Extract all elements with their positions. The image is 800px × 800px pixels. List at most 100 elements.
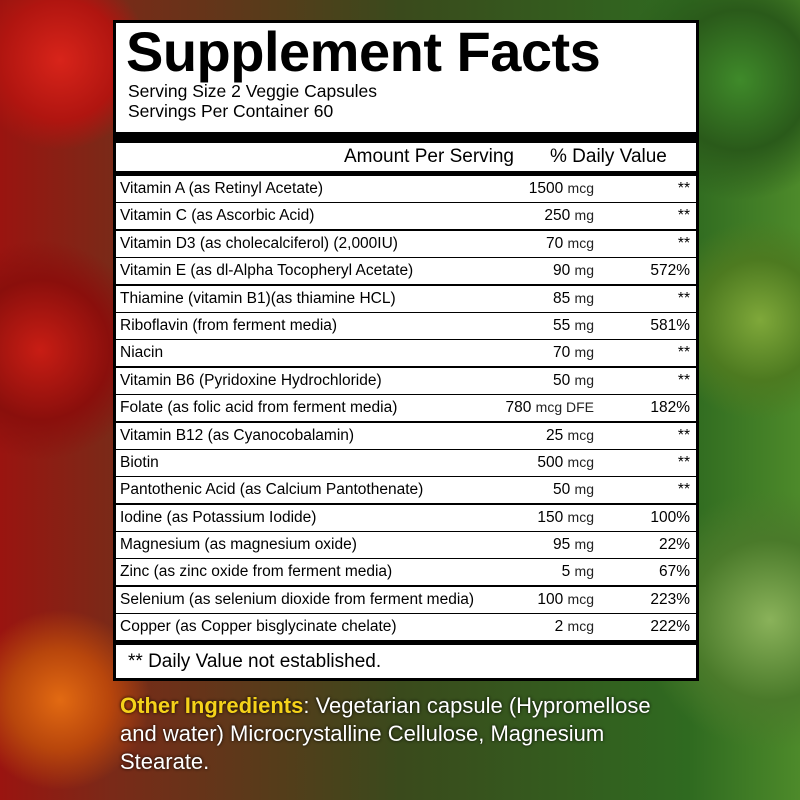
amount-unit: mg <box>574 262 594 279</box>
nutrient-table: Amount Per Serving % Daily Value Vitamin… <box>113 135 699 679</box>
supplement-facts-panel: Supplement Facts Serving Size 2 Veggie C… <box>113 20 699 682</box>
amount-unit: mcg <box>567 590 594 607</box>
table-header: Amount Per Serving % Daily Value <box>116 143 696 171</box>
daily-value: 572% <box>650 262 690 280</box>
amount-qty: 95 <box>552 536 571 554</box>
table-row: Vitamin A (as Retinyl Acetate) 1500 mcg ** <box>116 176 696 202</box>
nutrient-amount: 70 mg <box>486 344 636 362</box>
nutrient-amount: 90 mg <box>486 262 636 280</box>
amount-qty: 50 <box>552 481 571 499</box>
table-row: Vitamin D3 (as cholecalciferol) (2,000IU… <box>116 230 696 257</box>
amount-unit: mg <box>574 536 594 553</box>
nutrient-name: Iodine (as Potassium Iodide) <box>120 508 317 526</box>
amount-qty: 2 <box>554 618 564 636</box>
other-ingredients-text: : Vegetarian capsule (Hypromellose and w… <box>120 693 651 774</box>
nutrient-amount: 5 mg <box>486 563 636 581</box>
table-row: Pantothenic Acid (as Calcium Pantothenat… <box>116 477 696 504</box>
table-row: Vitamin B12 (as Cyanocobalamin) 25 mcg ** <box>116 422 696 449</box>
table-row: Thiamine (vitamin B1)(as thiamine HCL) 85… <box>116 285 696 312</box>
amount-qty: 150 <box>537 508 564 526</box>
nutrient-name: Vitamin E (as dl-Alpha Tocopheryl Acetat… <box>120 262 414 280</box>
nutrient-name: Vitamin D3 (as cholecalciferol) (2,000IU… <box>120 234 398 252</box>
daily-value-header: % Daily Value <box>550 146 667 167</box>
daily-value: ** <box>677 234 690 252</box>
amount-unit: mcg <box>567 426 594 443</box>
daily-value: ** <box>677 180 690 197</box>
daily-value: ** <box>677 426 690 444</box>
table-row: Selenium (as selenium dioxide from ferme… <box>116 586 696 613</box>
amount-qty: 780 <box>505 399 532 417</box>
nutrient-name: Zinc (as zinc oxide from ferment media) <box>120 563 393 581</box>
nutrient-name: Copper (as Copper bisglycinate chelate) <box>120 618 397 636</box>
amount-qty: 100 <box>537 590 564 608</box>
nutrient-amount: 1500 mcg <box>486 180 636 198</box>
daily-value: 222% <box>650 618 690 636</box>
footnote: ** Daily Value not established. <box>116 645 696 679</box>
table-row: Vitamin B6 (Pyridoxine Hydrochloride) 50 … <box>116 367 696 394</box>
nutrient-name: Biotin <box>120 453 159 471</box>
daily-value: 223% <box>650 590 690 608</box>
table-row: Niacin 70 mg ** <box>116 340 696 367</box>
nutrient-amount: 780 mcg DFE <box>486 399 636 417</box>
daily-value: 100% <box>650 508 690 526</box>
nutrient-amount: 85 mg <box>486 290 636 308</box>
amount-unit: mg <box>574 481 594 498</box>
amount-unit: mg <box>574 207 594 224</box>
amount-unit: mg <box>574 344 594 361</box>
table-row: Iodine (as Potassium Iodide) 150 mcg 100% <box>116 504 696 531</box>
table-row: Vitamin C (as Ascorbic Acid) 250 mg ** <box>116 203 696 230</box>
daily-value: 581% <box>650 316 690 334</box>
amount-qty: 90 <box>552 262 571 280</box>
table-row: Copper (as Copper bisglycinate chelate) 2… <box>116 614 696 641</box>
amount-qty: 85 <box>552 289 571 307</box>
table-row: Biotin 500 mcg ** <box>116 449 696 476</box>
amount-header: Amount Per Serving <box>343 146 514 167</box>
daily-value: ** <box>677 344 690 362</box>
nutrient-amount: 50 mg <box>486 481 636 499</box>
nutrient-name: Vitamin B12 (as Cyanocobalamin) <box>120 426 355 444</box>
nutrient-name: Pantothenic Acid (as Calcium Pantothenat… <box>120 481 424 499</box>
daily-value: ** <box>677 289 690 307</box>
nutrient-name: Riboflavin (from ferment media) <box>120 316 338 334</box>
daily-value: 67% <box>658 563 690 581</box>
amount-qty: 1500 <box>528 180 564 197</box>
other-ingredients: Other Ingredients: Vegetarian capsule (H… <box>120 692 660 776</box>
amount-unit: mg <box>574 371 594 388</box>
page-title: Supplement Facts <box>126 20 601 83</box>
daily-value: 22% <box>658 536 690 554</box>
nutrient-amount: 55 mg <box>486 317 636 335</box>
nutrient-name: Folate (as folic acid from ferment media… <box>120 399 398 417</box>
nutrient-name: Magnesium (as magnesium oxide) <box>120 536 357 554</box>
amount-unit: mcg <box>567 618 594 635</box>
nutrient-amount: 2 mcg <box>486 618 636 636</box>
table-row: Zinc (as zinc oxide from ferment media) 5… <box>116 559 696 586</box>
nutrient-amount: 500 mcg <box>486 454 636 472</box>
amount-qty: 55 <box>552 316 571 334</box>
other-ingredients-label: Other Ingredients <box>120 693 304 718</box>
amount-unit: mcg DFE <box>535 399 594 416</box>
title-box: Supplement Facts Serving Size 2 Veggie C… <box>113 20 699 135</box>
nutrient-name: Vitamin B6 (Pyridoxine Hydrochloride) <box>120 371 382 389</box>
daily-value: ** <box>677 207 690 225</box>
nutrient-amount: 70 mcg <box>486 235 636 253</box>
nutrient-name: Niacin <box>120 344 164 362</box>
serving-size: Serving Size 2 Veggie Capsules <box>128 81 378 101</box>
nutrient-name: Selenium (as selenium dioxide from ferme… <box>120 590 475 608</box>
daily-value: ** <box>677 371 690 389</box>
daily-value: ** <box>677 481 690 499</box>
amount-unit: mg <box>574 563 594 580</box>
daily-value: 182% <box>650 399 690 417</box>
table-row: Vitamin E (as dl-Alpha Tocopheryl Acetat… <box>116 258 696 285</box>
table-row: Magnesium (as magnesium oxide) 95 mg 22% <box>116 532 696 559</box>
nutrient-amount: 150 mcg <box>486 509 636 527</box>
nutrient-amount: 100 mcg <box>486 591 636 609</box>
amount-qty: 70 <box>545 234 564 252</box>
amount-unit: mcg <box>567 180 594 196</box>
servings-per-container: Servings Per Container 60 <box>128 101 334 121</box>
table-row: Riboflavin (from ferment media) 55 mg 581% <box>116 312 696 339</box>
amount-unit: mg <box>574 316 594 333</box>
nutrient-amount: 50 mg <box>486 372 636 390</box>
nutrient-name: Thiamine (vitamin B1)(as thiamine HCL) <box>120 289 396 307</box>
amount-unit: mcg <box>567 508 594 525</box>
table-row: Folate (as folic acid from ferment media… <box>116 395 696 422</box>
